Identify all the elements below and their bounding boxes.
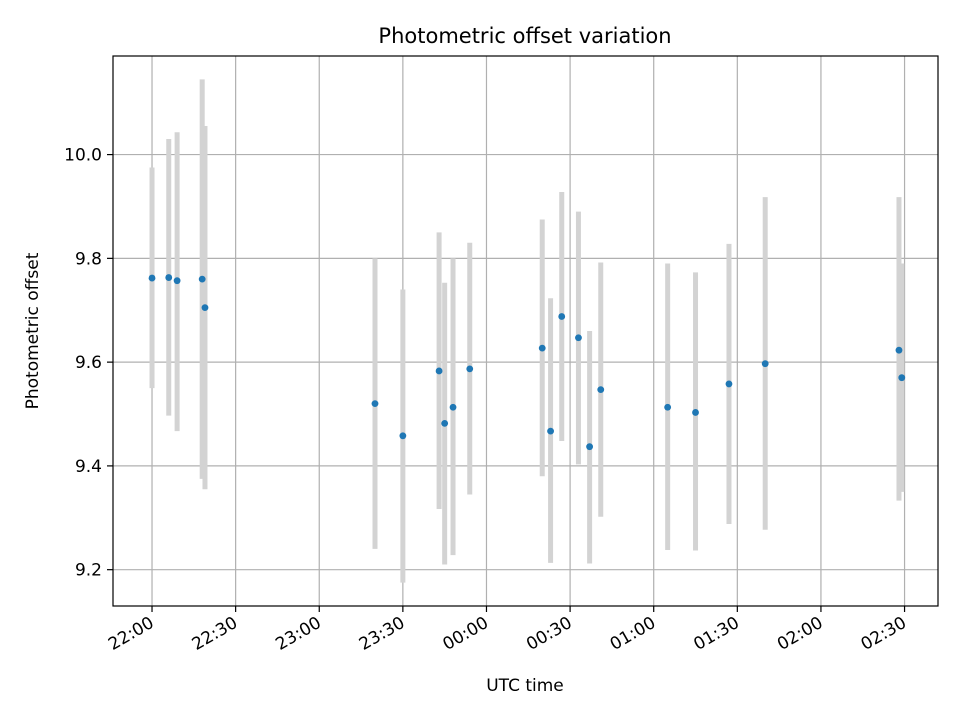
x-tick-label: 23:30 (356, 613, 408, 655)
data-point (399, 432, 407, 440)
data-point (597, 386, 605, 394)
y-tick-label: 9.4 (75, 457, 102, 477)
x-axis-ticks: 22:00 22:30 23:00 23:30 00:00 00:30 01:00 01:30… (105, 606, 910, 655)
data-point (201, 304, 209, 312)
data-point (558, 313, 566, 320)
x-tick-label: 22:00 (105, 613, 157, 655)
x-tick-label: 22:30 (189, 613, 241, 655)
data-point (449, 403, 457, 411)
grid (113, 56, 938, 606)
y-axis-ticks: 9.2 9.4 9.6 9.8 10.0 (64, 146, 113, 581)
data-points (148, 274, 906, 451)
data-point (692, 409, 699, 416)
y-tick-label: 9.2 (75, 561, 102, 581)
data-point (538, 344, 546, 352)
x-tick-label: 00:30 (523, 613, 575, 655)
y-tick-label: 9.6 (75, 353, 102, 373)
data-point (435, 367, 443, 375)
data-point (441, 419, 449, 427)
y-axis-label: Photometric offset (23, 252, 43, 409)
x-tick-label: 01:00 (607, 613, 659, 655)
data-point (575, 334, 582, 342)
x-tick-label: 23:00 (272, 613, 324, 655)
data-point (466, 365, 474, 373)
data-point (198, 275, 206, 283)
y-tick-label: 9.8 (75, 249, 102, 269)
chart-title: Photometric offset variation (378, 24, 671, 48)
data-point (586, 443, 594, 451)
data-point (664, 403, 672, 411)
data-point (725, 380, 733, 388)
data-point (898, 374, 906, 382)
data-point (371, 400, 379, 408)
y-tick-label: 10.0 (64, 146, 102, 166)
x-tick-label: 00:00 (440, 613, 492, 655)
x-tick-label: 02:30 (858, 613, 910, 655)
x-axis-label: UTC time (486, 676, 564, 696)
data-point (148, 274, 156, 282)
data-point (761, 360, 769, 368)
x-tick-label: 02:00 (774, 613, 826, 655)
x-tick-label: 01:30 (690, 613, 742, 655)
data-point (173, 277, 181, 285)
data-point (895, 346, 903, 354)
data-point (165, 274, 173, 281)
plot-frame (112, 55, 939, 607)
data-point (547, 427, 554, 435)
